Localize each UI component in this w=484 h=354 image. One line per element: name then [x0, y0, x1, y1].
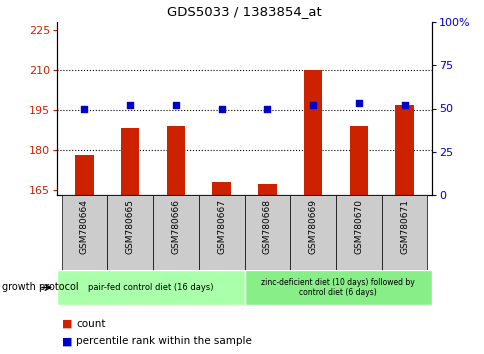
- Bar: [335, 195, 381, 270]
- Text: GSM780668: GSM780668: [262, 199, 272, 254]
- Bar: [107, 195, 153, 270]
- Bar: [57, 270, 244, 305]
- Point: [217, 105, 225, 111]
- Text: ■: ■: [62, 319, 72, 329]
- Bar: [198, 195, 244, 270]
- Point: [354, 101, 362, 106]
- Text: GSM780670: GSM780670: [354, 199, 363, 254]
- Text: GSM780665: GSM780665: [125, 199, 135, 254]
- Point: [309, 102, 317, 108]
- Point: [126, 102, 134, 108]
- Bar: [75, 155, 93, 195]
- Bar: [289, 195, 335, 270]
- Text: GSM780671: GSM780671: [399, 199, 408, 254]
- Bar: [153, 195, 198, 270]
- Text: count: count: [76, 319, 106, 329]
- Text: ■: ■: [62, 336, 72, 346]
- Bar: [381, 195, 426, 270]
- Text: GSM780667: GSM780667: [217, 199, 226, 254]
- Bar: [244, 270, 431, 305]
- Text: zinc-deficient diet (10 days) followed by
control diet (6 days): zinc-deficient diet (10 days) followed b…: [261, 278, 414, 297]
- Text: percentile rank within the sample: percentile rank within the sample: [76, 336, 252, 346]
- Point: [263, 105, 271, 111]
- Bar: [303, 70, 321, 195]
- Bar: [212, 182, 230, 195]
- Bar: [121, 129, 139, 195]
- Point: [400, 102, 408, 108]
- Point: [172, 102, 180, 108]
- Bar: [394, 104, 413, 195]
- Text: pair-fed control diet (16 days): pair-fed control diet (16 days): [88, 283, 213, 292]
- Bar: [166, 126, 185, 195]
- Bar: [61, 195, 107, 270]
- Title: GDS5033 / 1383854_at: GDS5033 / 1383854_at: [167, 5, 321, 18]
- Text: growth protocol: growth protocol: [2, 282, 79, 292]
- Bar: [257, 184, 276, 195]
- Point: [80, 105, 88, 111]
- Text: GSM780666: GSM780666: [171, 199, 180, 254]
- Text: GSM780669: GSM780669: [308, 199, 317, 254]
- Bar: [349, 126, 367, 195]
- Bar: [244, 195, 289, 270]
- Text: GSM780664: GSM780664: [80, 199, 89, 253]
